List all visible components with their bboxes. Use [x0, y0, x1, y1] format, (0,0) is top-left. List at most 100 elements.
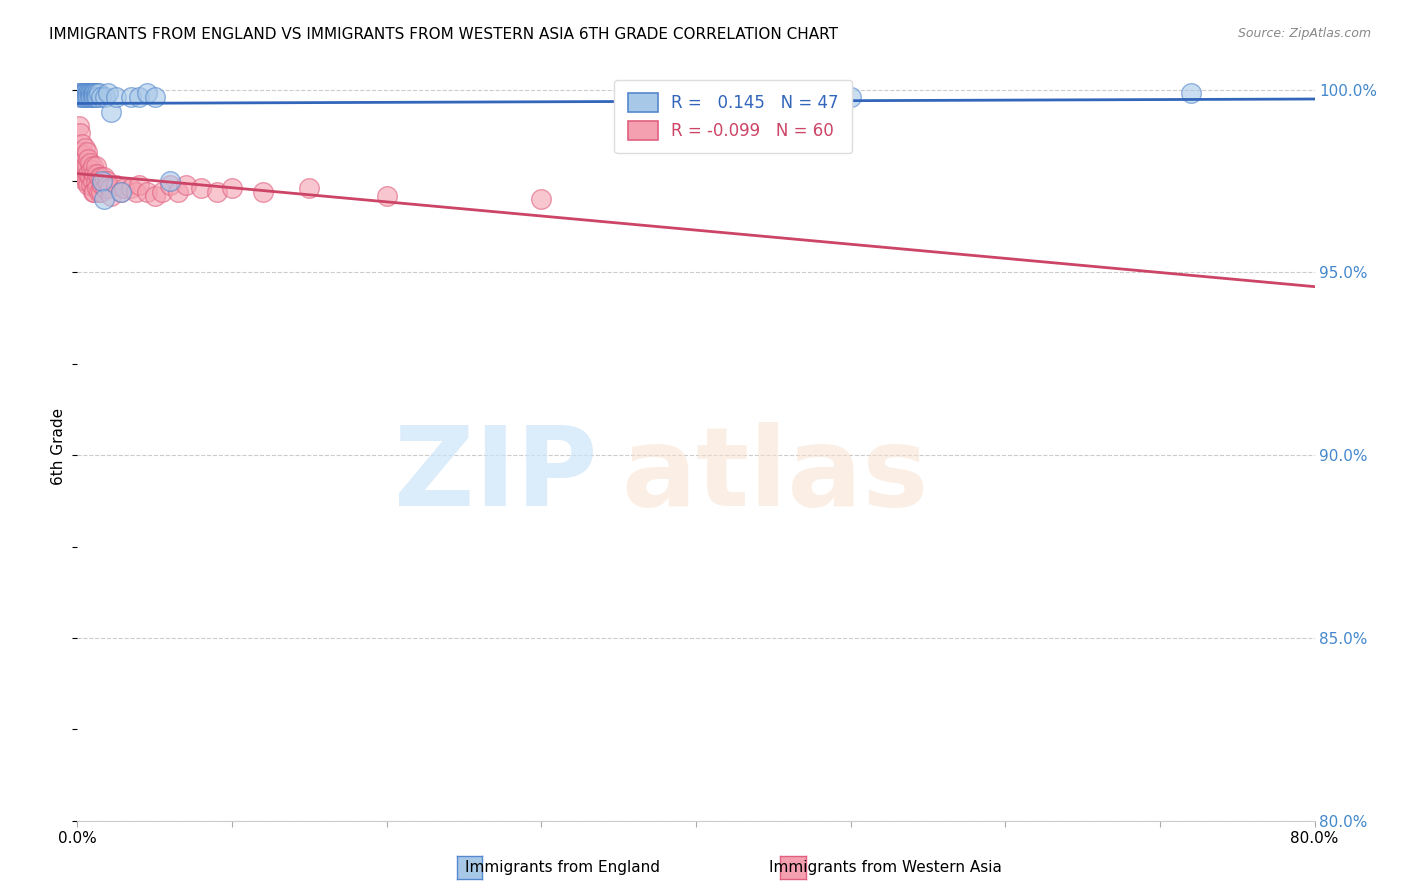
- Point: [94, 181, 117, 195]
- Point: [76, 174, 98, 188]
- Point: [90, 170, 111, 185]
- Point: [174, 178, 197, 192]
- Point: [83, 90, 105, 104]
- Point: [72, 87, 94, 101]
- Point: [69, 127, 91, 141]
- Point: [100, 188, 122, 202]
- Point: [77, 87, 100, 101]
- Point: [72, 170, 94, 185]
- Point: [70, 87, 93, 101]
- Point: [96, 174, 118, 188]
- Point: [82, 174, 104, 188]
- Point: [105, 178, 127, 192]
- Point: [82, 87, 104, 101]
- Point: [70, 137, 93, 152]
- Point: [84, 90, 107, 104]
- Point: [70, 163, 93, 178]
- Point: [93, 170, 115, 185]
- Point: [136, 185, 159, 199]
- Point: [82, 90, 104, 104]
- Point: [77, 152, 100, 166]
- Point: [80, 87, 103, 101]
- Point: [143, 90, 166, 104]
- Point: [86, 87, 108, 101]
- Point: [76, 145, 98, 159]
- Point: [86, 167, 108, 181]
- Point: [839, 90, 862, 104]
- Point: [80, 163, 103, 178]
- Point: [91, 178, 114, 192]
- Point: [90, 185, 111, 199]
- Point: [252, 185, 274, 199]
- Point: [112, 181, 135, 195]
- Point: [79, 170, 101, 185]
- Point: [76, 90, 98, 104]
- Point: [83, 87, 105, 101]
- Point: [72, 148, 94, 162]
- Point: [84, 160, 107, 174]
- Point: [79, 87, 101, 101]
- Point: [86, 181, 108, 195]
- Point: [67, 87, 90, 101]
- Point: [1180, 87, 1202, 101]
- Point: [69, 90, 91, 104]
- Point: [100, 104, 122, 119]
- Point: [77, 87, 100, 101]
- Point: [530, 192, 553, 206]
- Point: [83, 167, 105, 181]
- Point: [298, 181, 321, 195]
- Point: [190, 181, 212, 195]
- Legend: R =   0.145   N = 47, R = -0.099   N = 60: R = 0.145 N = 47, R = -0.099 N = 60: [614, 79, 852, 153]
- Point: [90, 90, 111, 104]
- Y-axis label: 6th Grade: 6th Grade: [51, 408, 66, 484]
- Point: [79, 90, 101, 104]
- Point: [128, 178, 150, 192]
- Text: Immigrants from England: Immigrants from England: [465, 860, 659, 874]
- Point: [105, 90, 127, 104]
- Point: [121, 90, 143, 104]
- Point: [84, 174, 107, 188]
- Point: [221, 181, 243, 195]
- Point: [79, 87, 101, 101]
- Point: [82, 87, 104, 101]
- Point: [375, 188, 398, 202]
- Point: [97, 178, 120, 192]
- Point: [167, 185, 190, 199]
- Point: [159, 178, 181, 192]
- Point: [83, 185, 105, 199]
- Point: [72, 87, 94, 101]
- Point: [110, 185, 132, 199]
- Point: [80, 90, 103, 104]
- Point: [76, 87, 98, 101]
- Point: [75, 174, 96, 188]
- Point: [75, 87, 96, 101]
- Point: [75, 87, 96, 101]
- Point: [143, 188, 166, 202]
- Point: [97, 87, 120, 101]
- Point: [79, 155, 101, 169]
- Point: [84, 87, 107, 101]
- Point: [82, 185, 104, 199]
- Point: [136, 87, 159, 101]
- Point: [110, 185, 132, 199]
- Point: [159, 174, 181, 188]
- Point: [70, 90, 93, 104]
- Point: [75, 160, 96, 174]
- Point: [87, 185, 110, 199]
- Point: [86, 90, 108, 104]
- Point: [93, 192, 115, 206]
- Point: [75, 141, 96, 155]
- Point: [87, 87, 110, 101]
- Point: [75, 90, 96, 104]
- Text: IMMIGRANTS FROM ENGLAND VS IMMIGRANTS FROM WESTERN ASIA 6TH GRADE CORRELATION CH: IMMIGRANTS FROM ENGLAND VS IMMIGRANTS FR…: [49, 27, 838, 42]
- Point: [77, 90, 100, 104]
- Text: Immigrants from Western Asia: Immigrants from Western Asia: [769, 860, 1002, 874]
- Point: [91, 174, 114, 188]
- Point: [80, 178, 103, 192]
- Point: [69, 155, 91, 169]
- Point: [121, 181, 143, 195]
- Text: ZIP: ZIP: [394, 423, 598, 530]
- Point: [94, 90, 117, 104]
- Text: atlas: atlas: [621, 423, 929, 530]
- Point: [67, 145, 90, 159]
